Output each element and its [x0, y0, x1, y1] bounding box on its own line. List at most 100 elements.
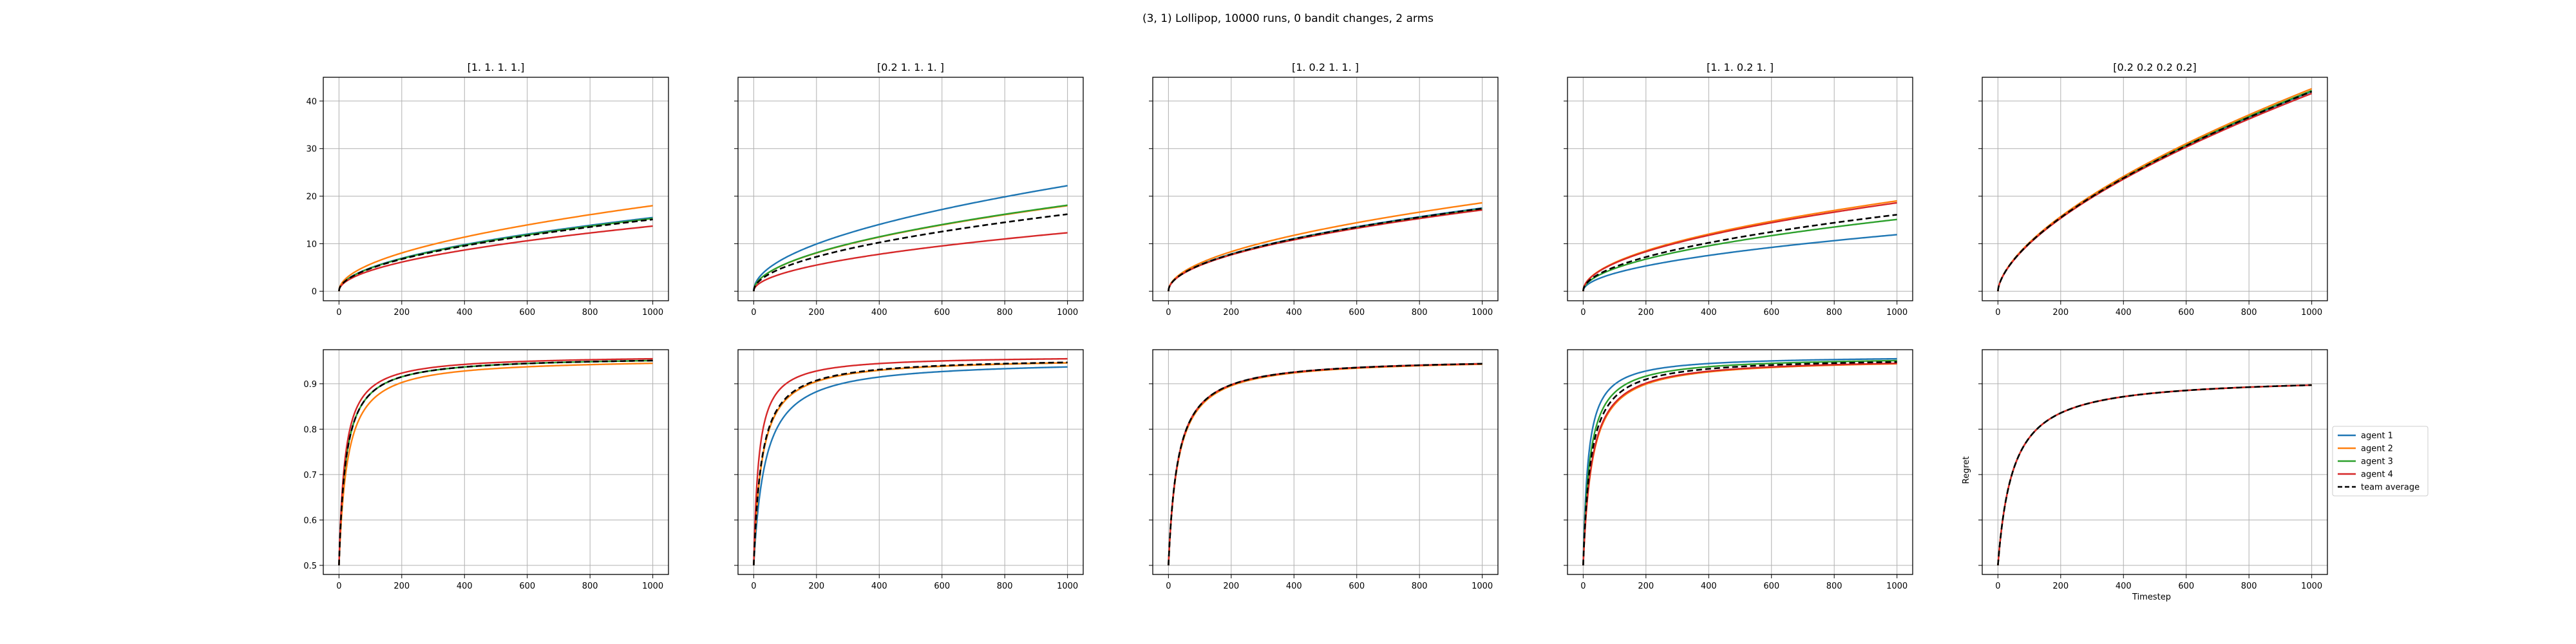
- x-tick-label: 800: [2241, 308, 2257, 317]
- x-tick-label: 400: [1286, 308, 1302, 317]
- x-tick-label: 200: [2052, 582, 2069, 591]
- series-line-4: [338, 225, 653, 292]
- series-line-1: [338, 359, 653, 565]
- series-line-1: [1997, 384, 2312, 565]
- y-tick-label: 0.6: [303, 516, 317, 526]
- series-line-3: [1582, 200, 1897, 292]
- x-tick-label: 1000: [642, 582, 663, 591]
- series-line-2: [1997, 90, 2313, 292]
- figure-suptitle: (3, 1) Lollipop, 10000 runs, 0 bandit ch…: [1142, 12, 1434, 25]
- plot-frame: [1152, 77, 1499, 301]
- plot-frame: [1567, 349, 1913, 575]
- x-tick-label: 1000: [2301, 308, 2322, 317]
- legend-label: agent 1: [2361, 431, 2393, 441]
- x-tick-label: 800: [582, 308, 598, 317]
- x-tick-label: 600: [1763, 582, 1779, 591]
- series-line-1: [1997, 91, 2313, 292]
- x-tick-label: 0: [1166, 308, 1171, 317]
- series-line-4: [1168, 209, 1482, 292]
- y-axis-label: Regret: [1962, 457, 1971, 484]
- y-tick-label: 40: [306, 97, 317, 107]
- legend-label: agent 2: [2361, 444, 2393, 454]
- series-line-3: [753, 362, 1068, 565]
- series-line-3: [1168, 202, 1482, 292]
- series-line-4: [1997, 384, 2312, 565]
- series-line-3: [1997, 88, 2313, 292]
- x-tick-label: 400: [871, 308, 887, 317]
- series-line-team-average: [1168, 207, 1482, 292]
- plot-frame: [737, 77, 1084, 301]
- y-tick-label: 30: [306, 145, 317, 155]
- x-tick-label: 400: [1701, 308, 1717, 317]
- subplot-5: 0 200 400 600 800 1000 [0.2 0.2 0.2 0.2]: [1978, 61, 2328, 317]
- x-tick-label: 1000: [2301, 582, 2322, 591]
- x-tick-label: 600: [1763, 308, 1779, 317]
- series-line-3: [1168, 363, 1482, 565]
- x-tick-label: 0: [751, 308, 756, 317]
- x-tick-label: 600: [519, 308, 535, 317]
- x-tick-label: 200: [808, 582, 824, 591]
- series-line-1: [753, 185, 1068, 292]
- x-tick-label: 800: [1412, 582, 1428, 591]
- x-tick-label: 600: [1349, 582, 1365, 591]
- subplot-title: [1. 0.2 1. 1. ]: [1292, 61, 1359, 73]
- series-line-4: [1997, 92, 2313, 292]
- x-tick-label: 0: [1580, 308, 1586, 317]
- series-line-4: [753, 232, 1068, 292]
- y-tick-label: 0.7: [303, 471, 317, 480]
- x-tick-label: 1000: [1057, 308, 1078, 317]
- subplot-title: [1. 1. 0.2 1. ]: [1707, 61, 1774, 73]
- series-line-2: [1582, 218, 1897, 292]
- legend-label: agent 4: [2361, 470, 2393, 480]
- series-line-team-average: [1168, 363, 1482, 565]
- x-tick-label: 400: [871, 582, 887, 591]
- x-tick-label: 600: [1349, 308, 1365, 317]
- series-line-team-average: [753, 361, 1068, 565]
- x-tick-label: 1000: [642, 308, 663, 317]
- series-line-team-average: [753, 213, 1068, 292]
- series-line-3: [1997, 384, 2312, 565]
- y-tick-label: 0.5: [303, 562, 317, 571]
- x-tick-label: 600: [2178, 308, 2194, 317]
- series-line-1: [1168, 207, 1482, 292]
- series-line-1: [1582, 234, 1897, 292]
- subplot-8: 0 200 400 600 800 1000: [1149, 349, 1499, 591]
- y-tick-label: 0.8: [303, 425, 317, 435]
- x-tick-label: 200: [1223, 582, 1239, 591]
- legend-label: agent 3: [2361, 457, 2393, 467]
- x-tick-label: 400: [1286, 582, 1302, 591]
- x-tick-label: 0: [336, 308, 341, 317]
- x-tick-label: 1000: [1886, 582, 1908, 591]
- series-line-1: [338, 216, 653, 292]
- x-tick-label: 800: [582, 582, 598, 591]
- y-tick-label: 0: [312, 287, 317, 297]
- x-tick-label: 0: [1995, 308, 2000, 317]
- x-tick-label: 1000: [1057, 582, 1078, 591]
- y-tick-label: 20: [306, 193, 317, 202]
- x-axis-label: Timestep: [2132, 592, 2171, 602]
- series-line-3: [753, 204, 1068, 292]
- x-tick-label: 200: [1638, 582, 1654, 591]
- x-tick-label: 200: [2052, 308, 2069, 317]
- legend: agent 1 agent 2 agent 3 agent 4 team average: [2332, 426, 2429, 497]
- x-tick-label: 0: [751, 582, 756, 591]
- subplot-10: 0 200 400 600 800 1000: [1978, 349, 2328, 591]
- subplot-2: 0 200 400 600 800 1000 [0.2 1. 1. 1. ]: [734, 61, 1084, 317]
- subplot-6: 0 200 400 600 800 1000 0.5 0.6 0.7 0.8 0.9: [303, 349, 669, 591]
- plot-frame: [323, 77, 669, 301]
- x-tick-label: 400: [1701, 582, 1717, 591]
- series-line-team-average: [1582, 214, 1897, 292]
- plot-frame: [737, 349, 1084, 575]
- plot-frame: [1152, 349, 1499, 575]
- series-line-2: [1582, 359, 1897, 565]
- x-tick-label: 400: [2116, 308, 2132, 317]
- x-tick-label: 200: [393, 308, 410, 317]
- series-line-2: [1997, 384, 2312, 565]
- plot-frame: [1567, 77, 1913, 301]
- x-tick-label: 0: [336, 582, 341, 591]
- x-tick-label: 1000: [1472, 308, 1493, 317]
- series-line-team-average: [338, 218, 653, 292]
- series-line-2: [338, 218, 653, 292]
- y-tick-label: 0.9: [303, 380, 317, 390]
